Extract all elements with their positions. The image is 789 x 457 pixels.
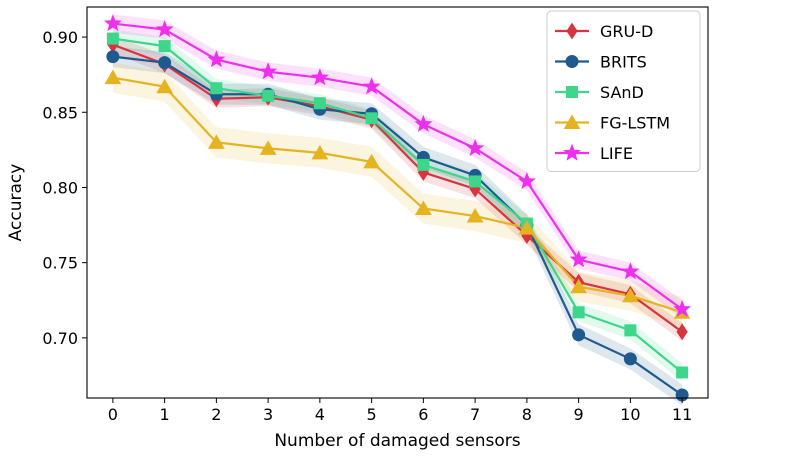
data-point (676, 323, 688, 341)
data-point (259, 62, 278, 80)
series-line (112, 55, 683, 396)
data-point (210, 82, 223, 95)
data-point (311, 144, 329, 160)
x-tick-label: 10 (620, 405, 640, 424)
plot-frame (86, 6, 709, 399)
data-point (466, 208, 484, 223)
data-point (570, 278, 587, 294)
axis-ticks: 0 1 2 3 4 5 6 7 8 9 10 11 0.70 0.75 0.80 0.85 0.90 (42, 28, 692, 424)
legend-marker (565, 55, 579, 68)
x-tick-label: 2 (211, 405, 221, 424)
legend-label: GRU-D (600, 22, 653, 41)
data-point (362, 77, 381, 95)
data-point (417, 158, 430, 171)
data-point (469, 175, 482, 188)
data-point (517, 172, 536, 190)
data-point (363, 153, 380, 169)
data-point (207, 50, 226, 68)
legend-marker (563, 143, 581, 161)
data-point (624, 324, 637, 337)
data-point (518, 220, 536, 235)
x-tick-label: 9 (574, 405, 584, 424)
series-markers (103, 14, 692, 402)
data-point (572, 328, 586, 342)
data-point (310, 68, 329, 86)
legend-box (546, 10, 701, 172)
series-line (112, 43, 683, 333)
y-tick-label: 0.80 (42, 178, 78, 197)
data-point (155, 20, 174, 38)
x-tick-label: 3 (263, 405, 273, 424)
y-tick-label: 0.70 (42, 329, 78, 348)
data-point (313, 97, 326, 110)
data-point (158, 40, 171, 53)
x-tick-label: 1 (160, 405, 170, 424)
data-point (569, 250, 588, 268)
x-tick-label: 6 (418, 405, 428, 424)
data-point (466, 138, 485, 156)
x-tick-label: 11 (672, 405, 692, 424)
legend-marker (566, 22, 578, 40)
legend-marker (566, 86, 578, 98)
data-point (676, 366, 689, 379)
data-point (415, 200, 432, 216)
series-line (112, 76, 683, 314)
legend-label: FG-LSTM (600, 114, 670, 133)
data-point (622, 287, 639, 303)
data-point (103, 14, 122, 32)
legend-label: BRITS (600, 53, 647, 72)
axes (86, 6, 709, 399)
series-lines (112, 22, 683, 396)
y-tick-label: 0.90 (42, 28, 78, 47)
x-axis-label: Number of damaged sensors (274, 431, 520, 451)
legend-marker (563, 114, 581, 129)
y-tick-label: 0.75 (42, 254, 78, 273)
data-point (673, 299, 692, 317)
data-point (365, 112, 378, 125)
legend-label: LIFE (600, 144, 633, 163)
data-point (621, 262, 640, 280)
x-tick-label: 8 (522, 405, 532, 424)
data-point (572, 306, 585, 319)
x-tick-label: 7 (470, 405, 480, 424)
data-point (414, 114, 433, 132)
data-point (156, 78, 173, 94)
legend: GRU-D BRITS SAnD FG-LSTM LIFE (546, 10, 701, 172)
x-tick-label: 4 (315, 405, 325, 424)
data-point (623, 352, 637, 366)
data-point (259, 140, 277, 155)
series-line (112, 37, 683, 374)
x-tick-label: 5 (367, 405, 377, 424)
data-point (106, 32, 119, 45)
data-point (208, 134, 225, 149)
confidence-band (112, 62, 683, 328)
legend-label: SAnD (600, 83, 644, 102)
data-point (262, 89, 275, 102)
y-axis-label: Accuracy (6, 164, 26, 242)
series-line (112, 22, 683, 311)
data-point (106, 50, 120, 64)
data-point (104, 69, 122, 85)
y-tick-label: 0.85 (42, 103, 78, 122)
data-point (158, 56, 172, 70)
x-tick-label: 0 (108, 405, 118, 424)
